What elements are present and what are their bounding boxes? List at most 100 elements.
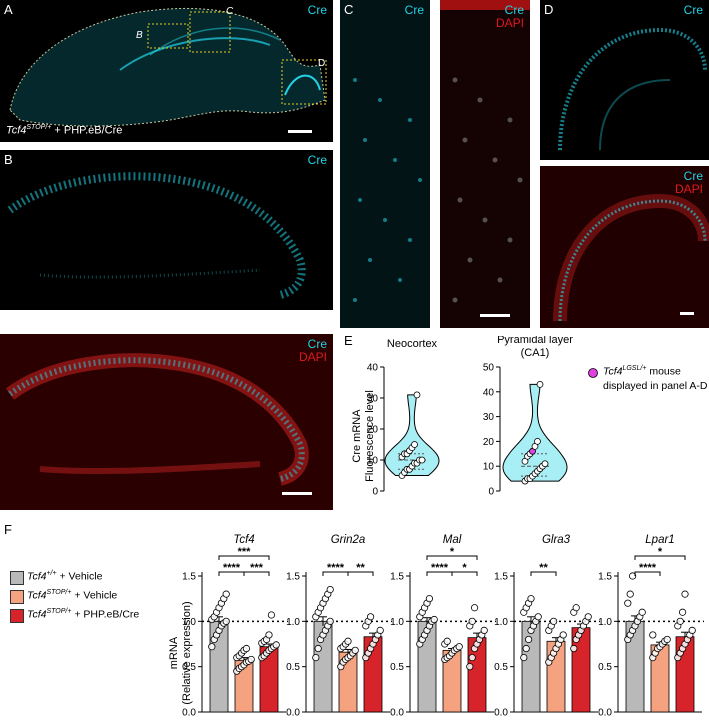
bar-ytick-label: 1.0	[494, 617, 508, 628]
panel-d-bottom-channel-1: Cre	[683, 169, 703, 183]
violin-point	[536, 380, 544, 388]
legend-rest-1: + Vehicle	[56, 570, 103, 583]
bar-ytick-label: 1.5	[286, 572, 300, 583]
bar-chart-glra3: Glra3 0.0 0.5 1.0 1.5 **	[494, 534, 600, 719]
bar-point	[480, 626, 488, 635]
bar-point	[584, 613, 592, 621]
panel-d-bottom-channel-2: DAPI	[674, 182, 703, 196]
bar-point	[312, 654, 320, 662]
violin-point	[418, 456, 426, 464]
hippocampus-cre	[7, 172, 306, 299]
panel-a-caption: Tcf4STOP/+ + PHP.eB/Cre	[6, 124, 122, 137]
panel-c-left-channel: Cre	[404, 3, 424, 17]
bar-point	[572, 604, 580, 612]
bar-point	[678, 608, 687, 616]
bar-point	[628, 572, 637, 580]
bar-point	[524, 635, 533, 644]
violin-point	[541, 460, 549, 468]
bar-ytick-label: 0.0	[494, 708, 508, 719]
significance-label: ***	[238, 546, 252, 558]
panel-e-ylabel: Cre mRNA Fluorescence level	[351, 390, 377, 482]
bar-point	[624, 599, 632, 607]
panel-e-legend-line2: displayed in panel A-D	[603, 380, 708, 392]
panel-b-bottom-channel-2: DAPI	[298, 350, 327, 364]
significance-label: *	[450, 546, 455, 558]
bar-ytick-label: 0.5	[494, 662, 508, 673]
panel-b-letter: B	[4, 152, 13, 167]
bar-point	[222, 617, 230, 625]
legend-sup-1: +/+	[46, 570, 57, 577]
violin-ytick-label: 30	[367, 394, 379, 405]
bar-point	[267, 611, 276, 619]
cortex-cre	[340, 0, 430, 328]
bar-ytick-label: 0.0	[598, 708, 612, 719]
bar-point	[242, 644, 251, 653]
violin-ytick-label: 40	[367, 363, 379, 374]
bar-point	[681, 590, 689, 598]
panel-e-legend-gene: Tcf4	[603, 365, 623, 378]
significance-bracket	[243, 571, 270, 576]
violin-ytick-label: 0	[488, 487, 494, 498]
sagittal-brain-section	[9, 7, 327, 127]
panel-a-letter: A	[4, 2, 13, 17]
violin-chart-2: 0 10 20 30 40 50 Pyramidal layer(CA1)	[483, 336, 573, 498]
violin-shape	[384, 394, 440, 476]
bar-point	[222, 590, 230, 598]
significance-bracket	[347, 571, 374, 576]
legend-sup-3: STOP/+	[46, 608, 72, 615]
significance-bracket	[530, 571, 557, 576]
significance-bracket	[451, 571, 478, 576]
panel-c-right-channel-1: Cre	[504, 3, 524, 17]
bar-point	[344, 637, 352, 645]
bar-ytick-label: 1.0	[286, 617, 300, 628]
bar-point	[638, 608, 646, 616]
panel-b-scalebar	[282, 492, 312, 495]
bar-point	[549, 617, 558, 625]
significance-bracket	[426, 555, 478, 560]
violin-point	[411, 441, 418, 448]
bar-point	[534, 613, 542, 621]
violin-ytick-label: 0	[372, 487, 378, 498]
legend-item-stop-phpeb: Tcf4STOP/+ + PHP.eB/Cre	[27, 608, 139, 621]
bar-chart-gene-title: Lpar1	[645, 534, 674, 546]
legend-item-wt-vehicle: Tcf4+/+ + Vehicle	[27, 570, 102, 583]
panel-a-caption-gene: Tcf4	[6, 124, 27, 137]
significance-label: ***	[250, 562, 264, 574]
bar-point	[520, 654, 528, 662]
significance-bracket	[634, 555, 686, 560]
bar-point	[470, 604, 479, 612]
bar-ytick-label: 0.0	[286, 708, 300, 719]
panel-b-bottom-channel-1: Cre	[307, 337, 327, 351]
violin-ytick-label: 10	[483, 462, 495, 473]
panel-f-letter: F	[4, 522, 12, 537]
bar-point	[676, 617, 684, 625]
panel-a-caption-rest: + PHP.eB/Cre	[51, 124, 123, 137]
bar-point	[559, 631, 567, 639]
significance-bracket	[634, 571, 661, 576]
panel-d-top-channel: Cre	[683, 3, 703, 17]
panel-e-legend-line1: Tcf4LGSL/+ mouse	[603, 365, 681, 378]
significance-label: ****	[639, 562, 657, 574]
bar-point	[688, 626, 696, 635]
bar-point	[443, 637, 451, 645]
bar-chart-lpar1: Lpar1 0.0 0.5 1.0 1.5 *****	[598, 534, 704, 719]
panel-d-letter: D	[544, 2, 554, 17]
panel-a-channel: Cre	[307, 3, 327, 17]
bar-ytick-label: 0.5	[390, 662, 404, 673]
bar-point	[326, 617, 334, 625]
bar-point	[468, 654, 476, 662]
violin-ytick-label: 20	[367, 425, 379, 436]
bar-ytick-label: 1.0	[390, 617, 404, 628]
legend-rest-2: + Vehicle	[71, 589, 118, 602]
significance-bracket	[218, 555, 270, 560]
bar-point	[265, 631, 273, 639]
panel-e-letter: E	[344, 333, 353, 348]
hippocampus-cre-dapi	[0, 334, 333, 510]
bar-point	[455, 643, 463, 651]
legend-rest-3: + PHP.eB/Cre	[71, 608, 140, 621]
significance-label: ****	[327, 562, 345, 574]
violin-shape	[502, 383, 568, 482]
panel-c-letter: C	[344, 2, 354, 17]
legend-gene-2: Tcf4	[27, 589, 47, 602]
